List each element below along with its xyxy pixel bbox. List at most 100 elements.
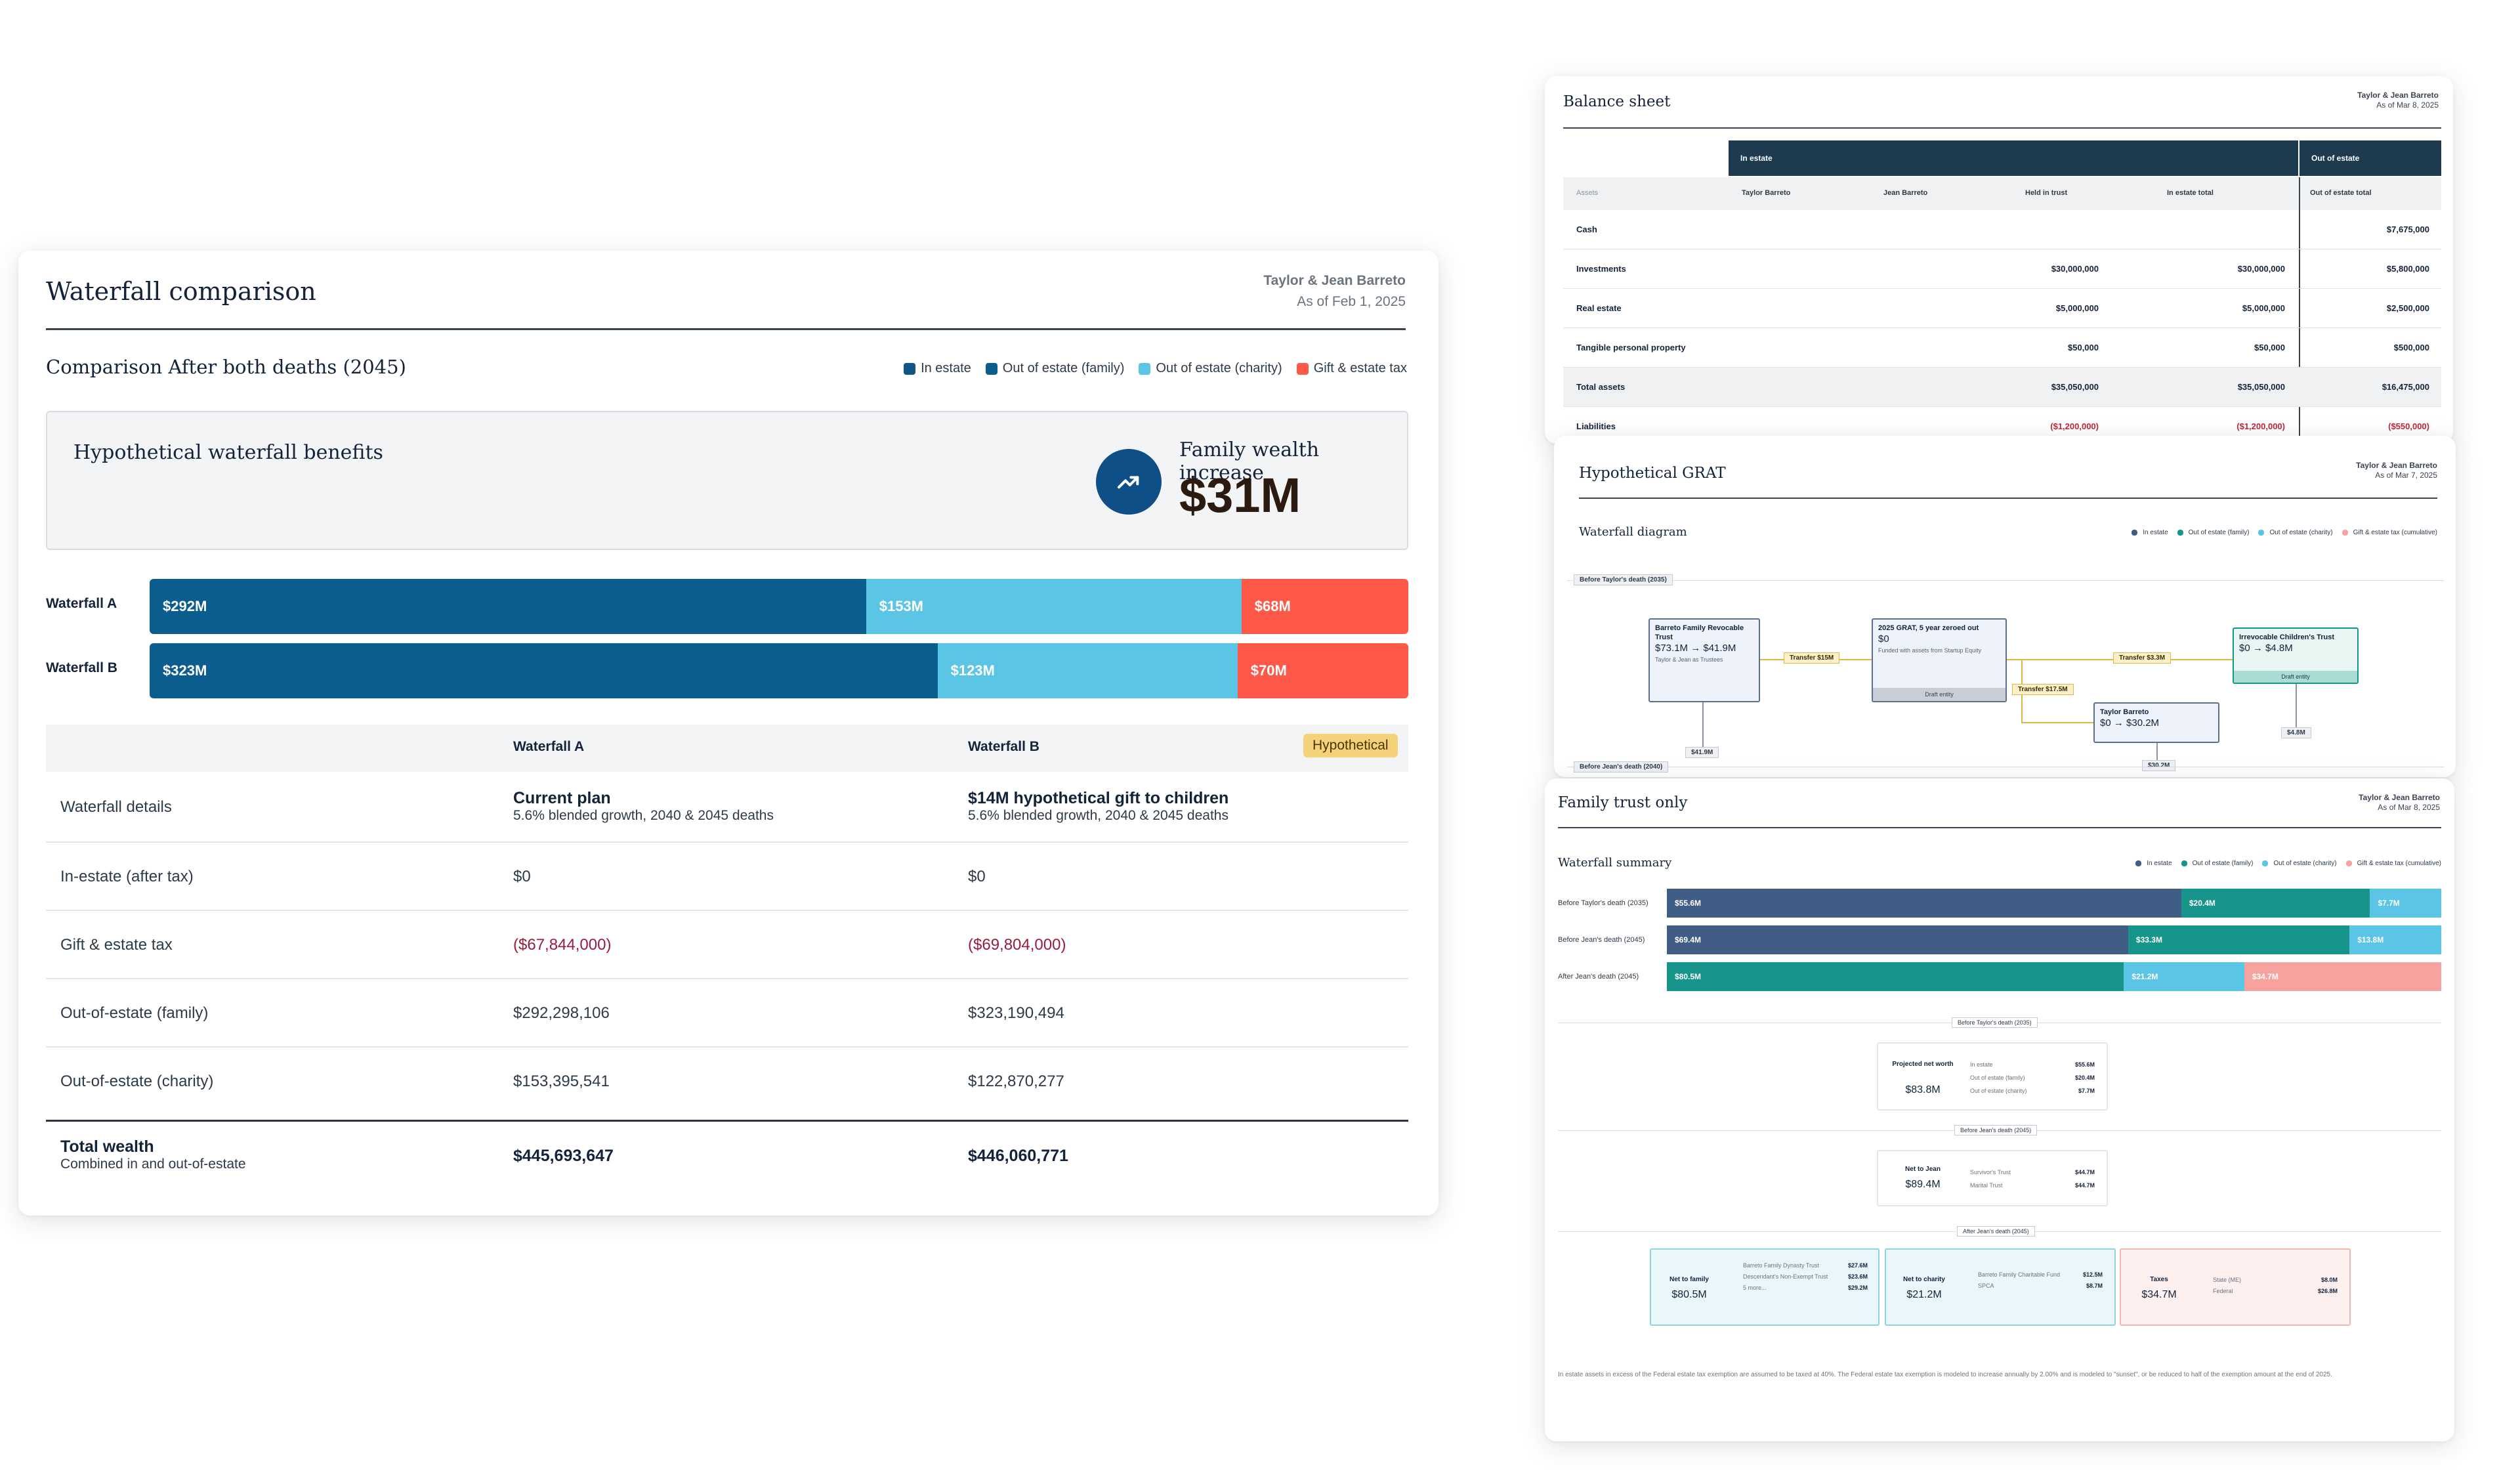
row-value: ($550,000) — [2388, 421, 2429, 431]
transfer-label: Transfer $3.3M — [2113, 652, 2172, 664]
legend-label: In estate — [2143, 529, 2168, 536]
as-of-date: As of Mar 8, 2025 — [2376, 100, 2439, 110]
box-title: 2025 GRAT, 5 year zeroed out — [1878, 624, 1979, 632]
box-label: Taxes — [2150, 1276, 2168, 1283]
legend-label: Out of estate (charity) — [1156, 361, 1282, 375]
item-label: SPCA — [1978, 1283, 1994, 1289]
legend-swatch — [2262, 860, 2269, 866]
item-value: $29.2M — [1847, 1284, 1868, 1291]
legend-swatch — [2177, 530, 2183, 536]
bar-a-segment-family: $292M — [150, 579, 866, 634]
box-value: $0 → $4.8M — [2239, 643, 2293, 654]
total-divider — [46, 1120, 1408, 1122]
row-value: $500,000 — [2393, 343, 2429, 352]
row-value: $7,675,000 — [2386, 224, 2429, 234]
stage-label: Before Taylor's death (2035) — [1574, 574, 1673, 585]
waterfall-a-bar: $292M $153M $68M — [150, 579, 1408, 634]
taylor-box[interactable]: Taylor Barreto $0 → $30.2M — [2093, 702, 2219, 743]
item-label: In estate — [1970, 1061, 1993, 1068]
chart-legend: In estate Out of estate (family) Out of … — [2132, 529, 2437, 536]
balance-columns: Assets Taylor Barreto Jean Barreto Held … — [1563, 177, 2441, 210]
grat-box[interactable]: 2025 GRAT, 5 year zeroed out $0 Funded w… — [1872, 618, 2007, 702]
item-label: State (ME) — [2213, 1277, 2242, 1283]
client-name: Taylor & Jean Barreto — [2357, 91, 2439, 100]
total-value-a: $445,693,647 — [513, 1147, 614, 1165]
table-row: Tangible personal property $50,000 $50,0… — [1563, 328, 2441, 368]
legend-item: In estate — [2132, 529, 2168, 536]
bar-b-segment-tax: $70M — [1237, 643, 1408, 698]
trending-up-icon — [1096, 449, 1162, 515]
benefits-panel: Hypothetical waterfall benefits Family w… — [46, 411, 1408, 550]
client-info: Taylor & Jean Barreto As of Mar 8, 2025 — [2357, 91, 2439, 110]
item-value: $7.7M — [2078, 1088, 2095, 1094]
legend-swatch — [2258, 530, 2265, 536]
item-value: $23.6M — [1847, 1273, 1868, 1280]
legend-label: Gift & estate tax (cumulative) — [2353, 529, 2437, 536]
box-label: Net to family — [1669, 1276, 1709, 1283]
item-label: Marital Trust — [1970, 1182, 2003, 1189]
row-label: Tangible personal property — [1576, 343, 1686, 352]
total-value-b: $446,060,771 — [968, 1147, 1068, 1165]
balance-sheet-card: Balance sheet Taylor & Jean Barreto As o… — [1545, 76, 2453, 444]
summary-title: Waterfall summary — [1558, 856, 1672, 870]
table-row: Cash $7,675,000 — [1563, 210, 2441, 249]
projected-net-worth-box[interactable]: Projected net worth $83.8M In estate $55.… — [1877, 1042, 2108, 1111]
item-value: $44.7M — [2074, 1182, 2095, 1189]
as-of-date: As of Feb 1, 2025 — [1297, 294, 1406, 309]
family-trust-card: Family trust only Taylor & Jean Barreto … — [1545, 778, 2454, 1441]
box-value: $83.8M — [1905, 1084, 1941, 1095]
row-value-a: ($67,844,000) — [513, 936, 612, 954]
legend-label: Gift & estate tax (cumulative) — [2357, 860, 2441, 867]
item-label: Barreto Family Charitable Fund — [1978, 1271, 2061, 1278]
bar-b-segment-charity: $123M — [937, 643, 1238, 698]
column-assets: Assets — [1576, 189, 1599, 197]
net-to-jean-box[interactable]: Net to Jean $89.4M Survivor's Trust $44.7… — [1877, 1150, 2108, 1206]
net-to-family-box[interactable]: Net to family $80.5M Barreto Family Dyna… — [1650, 1248, 1880, 1326]
waterfall-a-row: Waterfall A $292M $153M $68M — [46, 579, 1408, 634]
value-tag: $4.8M — [2281, 727, 2311, 738]
row-label: Out-of-estate (charity) — [60, 1072, 214, 1090]
page-title: Waterfall comparison — [46, 277, 316, 306]
row-label: Real estate — [1576, 303, 1622, 313]
legend-label: Out of estate (family) — [2192, 860, 2254, 867]
legend-label: In estate — [2147, 860, 2172, 867]
item-label: 5 more... — [1743, 1284, 1767, 1291]
transfer-label: Transfer $15M — [1784, 652, 1840, 664]
revocable-trust-box[interactable]: Barreto Family Revocable Trust $73.1M → … — [1648, 618, 1760, 702]
legend-label: Out of estate (family) — [2188, 529, 2250, 536]
bar-segment-family: $20.4M — [2181, 889, 2370, 918]
row-label: Out-of-estate (family) — [60, 1004, 209, 1022]
bar-label: Before Jean's death (2045) — [1558, 936, 1645, 944]
row-label: Liabilities — [1576, 421, 1616, 431]
client-info: Taylor & Jean Barreto As of Mar 8, 2025 — [2359, 793, 2440, 813]
row-label: In-estate (after tax) — [60, 868, 194, 885]
bar-segment-charity: $21.2M — [2124, 962, 2244, 991]
total-sublabel: Combined in and out-of-estate — [60, 1156, 246, 1172]
taxes-box[interactable]: Taxes $34.7M State (ME) $8.0M Federal $26.… — [2120, 1248, 2351, 1326]
item-value: $8.7M — [2086, 1283, 2103, 1289]
row-value: $5,000,000 — [2055, 303, 2099, 313]
item-value: $27.6M — [1847, 1262, 1868, 1269]
row-label: Investments — [1576, 264, 1626, 274]
item-value: $8.0M — [2320, 1277, 2338, 1283]
column-jean: Jean Barreto — [1883, 189, 1928, 197]
family-wealth-label: Family wealth increase — [1179, 438, 1320, 484]
client-info: Taylor & Jean Barreto As of Mar 7, 2025 — [2356, 461, 2437, 480]
group-header-out-estate: Out of estate — [2300, 140, 2441, 176]
legend-label: In estate — [921, 361, 971, 375]
transfer-label: Transfer $17.5M — [2012, 684, 2074, 695]
net-to-charity-box[interactable]: Net to charity $21.2M Barreto Family Cha… — [1885, 1248, 2116, 1326]
bar-segment-charity: $13.8M — [2349, 925, 2441, 954]
box-value: $80.5M — [1671, 1289, 1707, 1300]
item-label: Barreto Family Dynasty Trust — [1743, 1262, 1820, 1269]
bar-a-segment-tax: $68M — [1241, 579, 1408, 634]
box-breakdown: Barreto Family Charitable Fund $12.5M SPC… — [1978, 1269, 2103, 1292]
row-value: $5,000,000 — [2242, 303, 2285, 313]
legend-item-in-estate: In estate — [904, 361, 971, 376]
column-waterfall-a: Waterfall A — [513, 739, 585, 754]
childrens-trust-box[interactable]: Irrevocable Children's Trust $0 → $4.8M … — [2233, 627, 2359, 684]
connector-line — [1702, 702, 1704, 757]
connector-line — [2156, 743, 2158, 763]
item-value: $55.6M — [2074, 1061, 2095, 1068]
row-value-a: $292,298,106 — [513, 1004, 610, 1022]
